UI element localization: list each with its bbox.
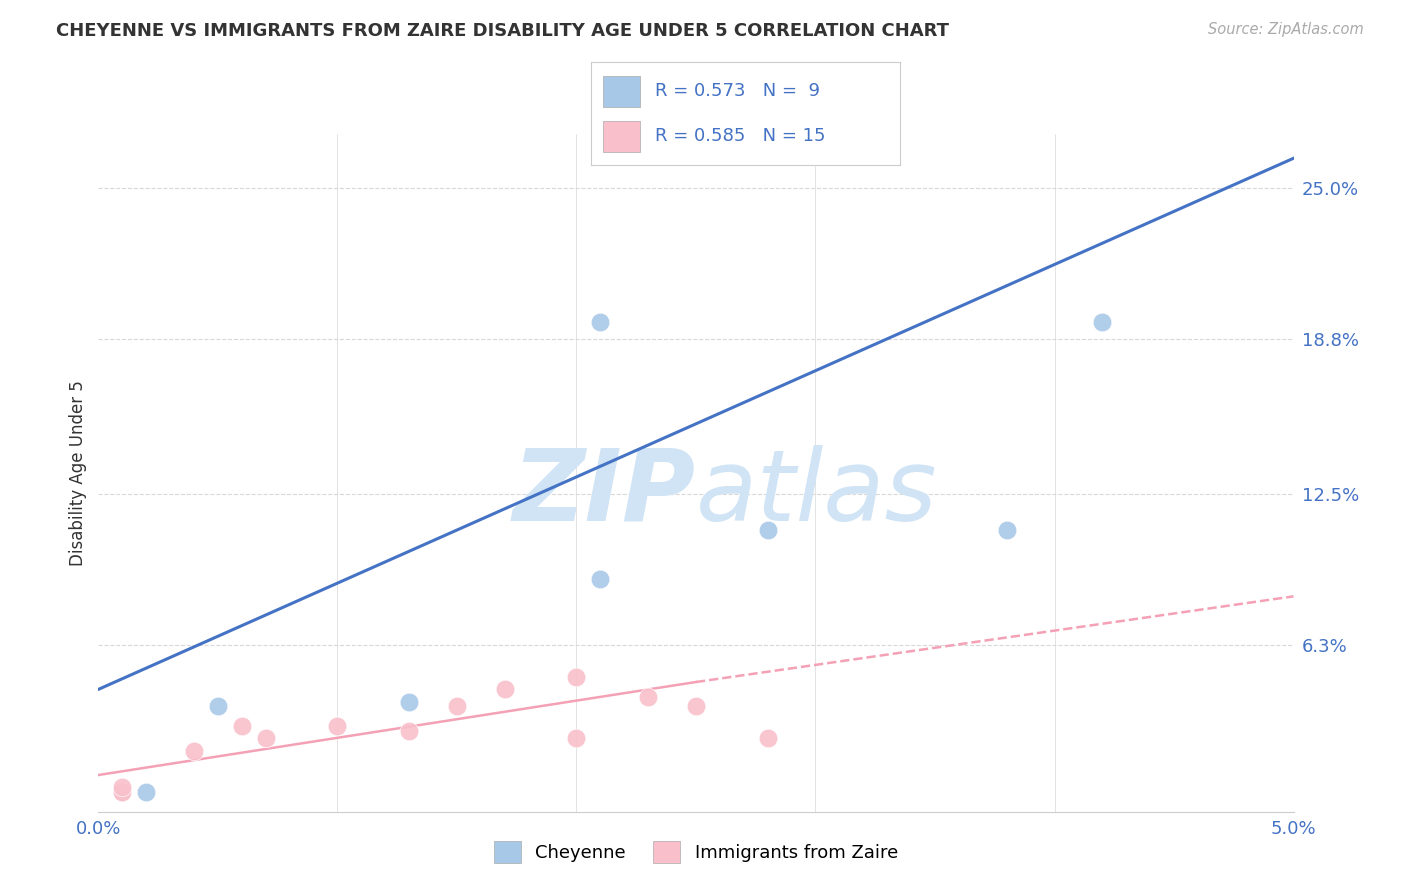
Point xyxy=(589,315,612,329)
Point xyxy=(565,670,588,684)
FancyBboxPatch shape xyxy=(603,121,640,152)
Point xyxy=(756,523,779,537)
Text: ZIP: ZIP xyxy=(513,444,696,541)
Point xyxy=(254,731,277,746)
Point xyxy=(111,780,134,795)
Point xyxy=(446,699,468,714)
Point xyxy=(111,785,134,799)
Point xyxy=(111,785,134,799)
Point xyxy=(398,723,420,738)
Point xyxy=(685,699,707,714)
Point xyxy=(589,572,612,586)
Point xyxy=(398,695,420,709)
Point xyxy=(637,690,659,704)
Text: CHEYENNE VS IMMIGRANTS FROM ZAIRE DISABILITY AGE UNDER 5 CORRELATION CHART: CHEYENNE VS IMMIGRANTS FROM ZAIRE DISABI… xyxy=(56,22,949,40)
Text: R = 0.573   N =  9: R = 0.573 N = 9 xyxy=(655,82,821,100)
Legend: Cheyenne, Immigrants from Zaire: Cheyenne, Immigrants from Zaire xyxy=(486,834,905,871)
Point xyxy=(135,785,157,799)
Text: atlas: atlas xyxy=(696,444,938,541)
FancyBboxPatch shape xyxy=(603,76,640,106)
Point xyxy=(207,699,229,714)
Point xyxy=(231,719,253,733)
Point xyxy=(111,785,134,799)
Text: R = 0.585   N = 15: R = 0.585 N = 15 xyxy=(655,128,825,145)
Y-axis label: Disability Age Under 5: Disability Age Under 5 xyxy=(69,380,87,566)
Point xyxy=(183,743,205,757)
Text: Source: ZipAtlas.com: Source: ZipAtlas.com xyxy=(1208,22,1364,37)
Point xyxy=(995,523,1018,537)
Point xyxy=(1091,315,1114,329)
Point xyxy=(494,682,516,697)
Point xyxy=(326,719,349,733)
Point xyxy=(111,785,134,799)
Point xyxy=(565,731,588,746)
Point xyxy=(756,731,779,746)
